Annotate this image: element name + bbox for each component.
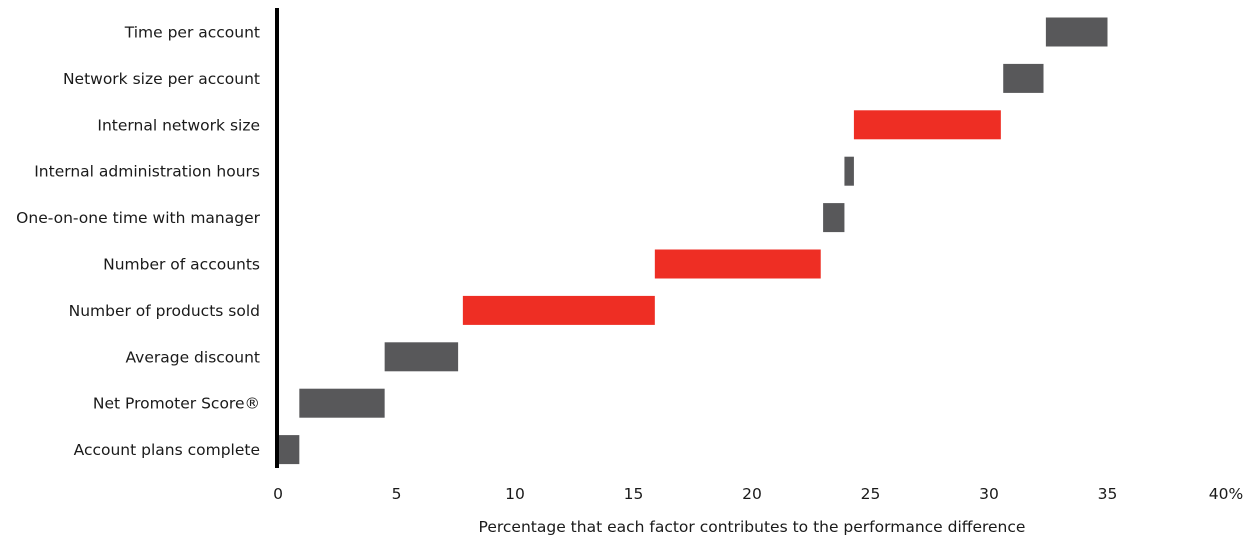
bar xyxy=(853,110,1001,140)
bar xyxy=(299,388,385,418)
bars-group xyxy=(278,17,1108,465)
category-label: Internal network size xyxy=(97,116,260,134)
x-tick-label: 30 xyxy=(979,485,999,503)
category-label: Network size per account xyxy=(63,70,260,88)
x-tick-label: 10 xyxy=(505,485,525,503)
bar xyxy=(1003,63,1044,93)
category-label: One-on-one time with manager xyxy=(16,209,260,227)
bar xyxy=(384,342,459,372)
bar xyxy=(654,249,821,279)
category-label: Time per account xyxy=(124,24,260,42)
x-tick-label: 40% xyxy=(1209,485,1243,503)
x-tick-label: 20 xyxy=(742,485,762,503)
x-axis-title: Percentage that each factor contributes … xyxy=(479,518,1026,536)
category-label: Number of accounts xyxy=(103,256,260,274)
bar xyxy=(823,203,845,233)
bar xyxy=(1045,17,1108,47)
category-label: Number of products sold xyxy=(69,302,260,320)
category-label: Average discount xyxy=(125,348,260,366)
bar xyxy=(278,435,300,465)
category-label: Account plans complete xyxy=(74,441,260,459)
x-tick-labels: 0 5 10 15 20 25 30 35 40% xyxy=(273,485,1243,503)
bar xyxy=(462,295,655,325)
x-tick-label: 15 xyxy=(624,485,644,503)
x-tick-label: 0 xyxy=(273,485,283,503)
x-tick-label: 5 xyxy=(392,485,402,503)
x-tick-label: 25 xyxy=(861,485,881,503)
bar xyxy=(844,156,854,186)
category-label: Internal administration hours xyxy=(34,163,260,181)
x-tick-label: 35 xyxy=(1098,485,1118,503)
category-label: Net Promoter Score® xyxy=(93,395,260,413)
category-labels: Time per account Network size per account… xyxy=(16,24,260,460)
